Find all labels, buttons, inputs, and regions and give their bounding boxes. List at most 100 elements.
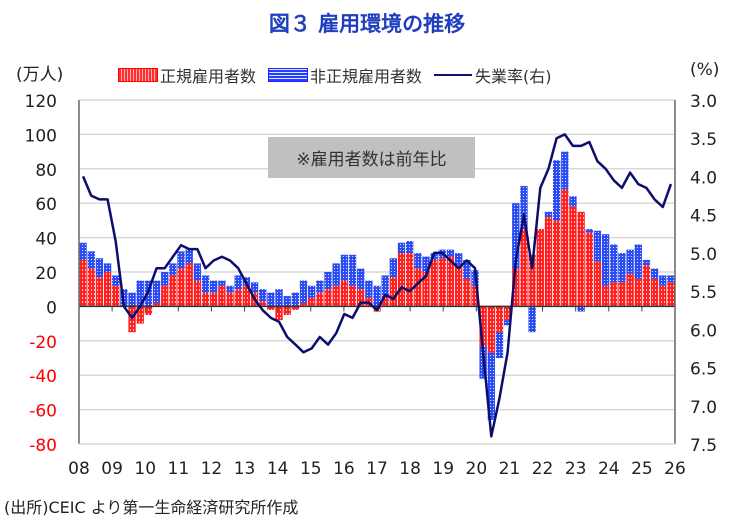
bar-regular xyxy=(210,292,218,307)
bar-regular xyxy=(259,301,267,307)
x-tick-label: 19 xyxy=(432,459,454,479)
bar-nonregular xyxy=(185,249,193,264)
x-tick-label: 08 xyxy=(68,459,90,479)
bar-regular xyxy=(659,285,667,307)
bar-nonregular xyxy=(634,244,642,279)
bar-nonregular xyxy=(381,275,389,298)
bar-nonregular xyxy=(201,275,210,293)
bar-regular xyxy=(479,306,487,346)
x-tick-label: 09 xyxy=(101,459,123,479)
y2-tick-label: 3.5 xyxy=(690,130,717,150)
bar-nonregular xyxy=(365,280,373,298)
legend-swatch-regular xyxy=(118,68,158,82)
bar-regular xyxy=(389,277,398,307)
y-tick-label: -40 xyxy=(29,367,57,387)
bar-regular xyxy=(618,282,626,307)
bar-nonregular xyxy=(161,272,169,286)
y-tick-label: 40 xyxy=(35,230,57,250)
bar-nonregular xyxy=(667,275,675,283)
y-tick-label: -60 xyxy=(29,402,57,422)
y2-tick-label: 5.0 xyxy=(690,245,717,265)
bar-nonregular xyxy=(577,306,585,312)
x-tick-label: 21 xyxy=(499,459,521,479)
bar-nonregular xyxy=(659,275,667,286)
y2-tick-label: 7.5 xyxy=(690,436,717,456)
y2-tick-label: 5.5 xyxy=(690,283,717,303)
bar-regular xyxy=(356,289,365,307)
bar-nonregular xyxy=(234,275,242,290)
bar-nonregular xyxy=(299,280,308,303)
x-tick-label: 23 xyxy=(565,459,587,479)
bar-regular xyxy=(103,272,112,307)
bar-regular xyxy=(422,272,430,307)
bar-nonregular xyxy=(610,244,618,283)
bar-regular xyxy=(650,278,659,307)
bar-nonregular xyxy=(218,280,226,286)
x-tick-label: 20 xyxy=(466,459,488,479)
bar-nonregular xyxy=(152,280,161,303)
legend-label-regular: 正規雇用者数 xyxy=(160,67,257,86)
x-tick-label: 24 xyxy=(598,459,620,479)
bar-regular xyxy=(593,261,602,307)
bar-nonregular xyxy=(520,186,528,229)
bar-regular xyxy=(218,285,226,307)
bar-nonregular xyxy=(177,251,185,269)
bar-nonregular xyxy=(348,254,357,286)
y-tick-label: 0 xyxy=(46,298,57,318)
bar-nonregular xyxy=(528,306,536,333)
legend-label-nonregular: 非正規雇用者数 xyxy=(310,67,423,86)
y2-tick-label: 6.0 xyxy=(690,321,717,341)
bar-regular xyxy=(610,282,618,307)
bar-regular xyxy=(520,229,528,307)
bar-regular xyxy=(397,253,406,307)
bar-regular xyxy=(193,280,202,307)
bar-regular xyxy=(308,297,316,307)
bar-nonregular xyxy=(405,241,414,254)
x-tick-label: 14 xyxy=(267,459,289,479)
bar-nonregular xyxy=(226,285,234,293)
bar-nonregular xyxy=(259,289,267,302)
bar-nonregular xyxy=(389,258,398,278)
legend-item-regular: 正規雇用者数 xyxy=(118,63,256,87)
bar-regular xyxy=(152,302,161,307)
bar-nonregular xyxy=(356,268,365,290)
bar-regular xyxy=(454,265,463,307)
bar-nonregular xyxy=(193,263,202,281)
chart-title: 図３ 雇用環境の推移 xyxy=(268,12,466,36)
bar-nonregular xyxy=(210,280,218,293)
y2-tick-label: 3.0 xyxy=(690,92,717,112)
bar-regular xyxy=(512,268,520,307)
bar-nonregular xyxy=(503,320,512,326)
bar-regular xyxy=(324,289,332,307)
bar-nonregular xyxy=(373,285,381,307)
x-tick-label: 17 xyxy=(366,459,388,479)
y-tick-label: 80 xyxy=(35,161,57,181)
bar-nonregular xyxy=(454,253,463,266)
bar-nonregular xyxy=(340,254,349,281)
y-tick-label: -20 xyxy=(29,333,57,353)
bar-nonregular xyxy=(397,242,406,254)
legend-label-unemployment: 失業率(右) xyxy=(475,67,552,86)
y-tick-label: 20 xyxy=(35,264,57,284)
y2-tick-label: 4.5 xyxy=(690,207,717,227)
legend-swatch-nonregular xyxy=(268,68,309,82)
bar-regular xyxy=(242,285,251,307)
bar-nonregular xyxy=(446,249,455,257)
bar-nonregular xyxy=(95,258,104,278)
bar-regular xyxy=(430,259,438,307)
y2-tick-label: 7.0 xyxy=(690,398,717,418)
bar-nonregular xyxy=(463,259,471,279)
bar-nonregular xyxy=(87,251,95,269)
bar-nonregular xyxy=(275,289,283,307)
bar-nonregular xyxy=(316,280,324,293)
bar-regular xyxy=(299,302,308,307)
bar-nonregular xyxy=(601,234,610,286)
bar-nonregular xyxy=(283,296,291,307)
bar-regular xyxy=(112,285,120,307)
bar-nonregular xyxy=(79,242,87,260)
bar-regular xyxy=(185,263,193,307)
bar-regular xyxy=(283,306,291,315)
bar-regular xyxy=(332,285,340,307)
bar-nonregular xyxy=(618,253,626,283)
